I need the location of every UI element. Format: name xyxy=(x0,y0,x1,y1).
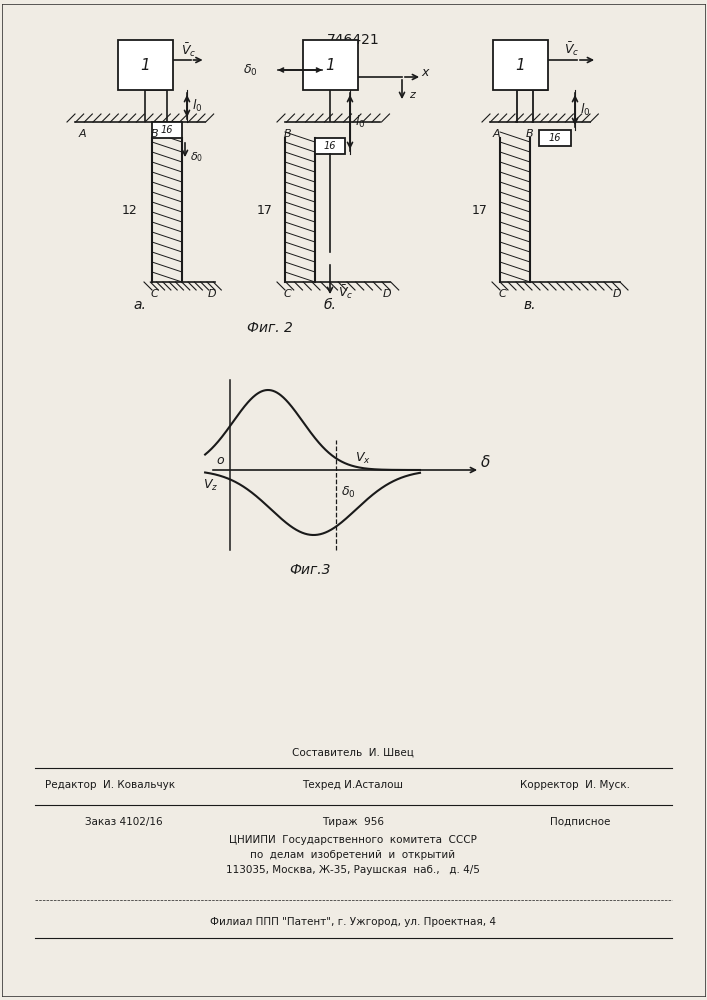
Text: А: А xyxy=(492,129,500,139)
Text: Тираж  956: Тираж 956 xyxy=(322,817,384,827)
Text: В: В xyxy=(151,129,159,139)
Text: $V_x$: $V_x$ xyxy=(355,451,371,466)
Bar xyxy=(117,40,173,90)
Text: $\delta_0$: $\delta_0$ xyxy=(243,62,257,78)
Text: D: D xyxy=(382,289,391,299)
Text: В: В xyxy=(526,129,534,139)
Text: Фиг.3: Фиг.3 xyxy=(289,563,331,577)
Text: 17: 17 xyxy=(472,204,488,217)
Text: 16: 16 xyxy=(324,141,337,151)
Text: Подписное: Подписное xyxy=(550,817,610,827)
Text: 113035, Москва, Ж-35, Раушская  наб.,   д. 4/5: 113035, Москва, Ж-35, Раушская наб., д. … xyxy=(226,865,480,875)
Text: Заказ 4102/16: Заказ 4102/16 xyxy=(85,817,163,827)
Text: Редактор  И. Ковальчук: Редактор И. Ковальчук xyxy=(45,780,175,790)
Text: C: C xyxy=(498,289,506,299)
Text: по  делам  изобретений  и  открытий: по делам изобретений и открытий xyxy=(250,850,455,860)
Text: 17: 17 xyxy=(257,204,273,217)
Text: В: В xyxy=(284,129,292,139)
Text: 1: 1 xyxy=(325,57,335,73)
Text: $\bar{V}_c$: $\bar{V}_c$ xyxy=(181,41,196,59)
Text: $l_0$: $l_0$ xyxy=(192,98,202,114)
Text: 1: 1 xyxy=(515,57,525,73)
Text: б.: б. xyxy=(324,298,337,312)
Text: Корректор  И. Муск.: Корректор И. Муск. xyxy=(520,780,630,790)
Text: D: D xyxy=(613,289,621,299)
Text: 16: 16 xyxy=(549,133,561,143)
Text: 12: 12 xyxy=(122,204,138,217)
Text: 746421: 746421 xyxy=(327,33,380,47)
Bar xyxy=(303,40,358,90)
Text: $l_0$: $l_0$ xyxy=(355,114,366,130)
Text: $l_0$: $l_0$ xyxy=(580,102,590,118)
Text: $V_z$: $V_z$ xyxy=(204,478,218,493)
Text: в.: в. xyxy=(524,298,536,312)
Text: Филиал ППП "Патент", г. Ужгород, ул. Проектная, 4: Филиал ППП "Патент", г. Ужгород, ул. Про… xyxy=(210,917,496,927)
Bar xyxy=(539,130,571,146)
Text: 1: 1 xyxy=(140,57,150,73)
Text: o: o xyxy=(216,454,224,466)
Text: C: C xyxy=(150,289,158,299)
Text: А: А xyxy=(78,129,86,139)
Text: Техред И.Асталош: Техред И.Асталош xyxy=(303,780,404,790)
Bar xyxy=(493,40,547,90)
Bar xyxy=(152,122,182,138)
Text: C: C xyxy=(283,289,291,299)
Text: D: D xyxy=(208,289,216,299)
Text: Составитель  И. Швец: Составитель И. Швец xyxy=(292,748,414,758)
Text: $\bar{V}_c$: $\bar{V}_c$ xyxy=(338,283,354,301)
Text: а.: а. xyxy=(134,298,146,312)
Text: x: x xyxy=(421,66,428,79)
Text: $\delta_0$: $\delta_0$ xyxy=(190,150,203,164)
Text: Фиг. 2: Фиг. 2 xyxy=(247,321,293,335)
Text: $\bar{V}_c$: $\bar{V}_c$ xyxy=(564,40,580,58)
Text: ЦНИИПИ  Государственного  комитета  СССР: ЦНИИПИ Государственного комитета СССР xyxy=(229,835,477,845)
Text: $\delta$: $\delta$ xyxy=(479,454,491,470)
Text: z: z xyxy=(409,90,415,100)
Text: 16: 16 xyxy=(160,125,173,135)
Bar xyxy=(315,138,345,154)
Text: $\delta_0$: $\delta_0$ xyxy=(341,484,356,500)
